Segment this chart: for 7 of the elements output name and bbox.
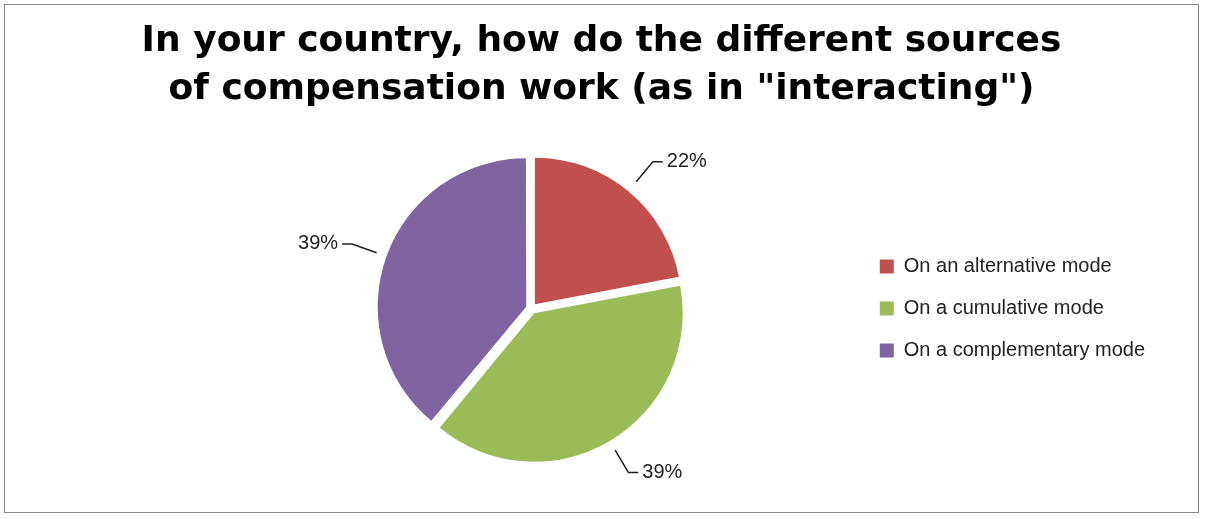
legend-label: On a cumulative mode bbox=[903, 296, 1104, 319]
chart-title: In your country, how do the different sources of compensation work (as in "interacting") bbox=[140, 17, 1063, 109]
data-label: 39% bbox=[298, 231, 339, 254]
data-label: 22% bbox=[666, 149, 708, 172]
data-label: 39% bbox=[642, 459, 683, 482]
legend-label: On an alternative mode bbox=[903, 254, 1112, 277]
legend-label: On a complementary mode bbox=[903, 338, 1146, 361]
